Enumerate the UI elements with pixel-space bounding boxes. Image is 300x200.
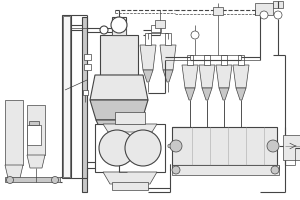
Bar bbox=[84, 54, 91, 60]
Polygon shape bbox=[216, 65, 232, 88]
Circle shape bbox=[271, 166, 279, 174]
Bar bbox=[115, 112, 145, 124]
Bar bbox=[221, 55, 227, 65]
Circle shape bbox=[111, 17, 127, 33]
Bar bbox=[204, 55, 210, 65]
Circle shape bbox=[125, 130, 161, 166]
Bar bbox=[29, 121, 39, 125]
Circle shape bbox=[170, 140, 182, 152]
Polygon shape bbox=[143, 70, 153, 82]
Bar bbox=[273, 1, 283, 8]
Polygon shape bbox=[90, 75, 148, 100]
Bar bbox=[112, 17, 126, 35]
Polygon shape bbox=[103, 124, 157, 132]
Polygon shape bbox=[182, 65, 198, 88]
Polygon shape bbox=[103, 172, 157, 184]
Bar bbox=[111, 143, 127, 155]
Bar bbox=[112, 25, 126, 35]
Circle shape bbox=[52, 176, 58, 184]
Bar bbox=[165, 33, 171, 45]
Circle shape bbox=[260, 11, 268, 19]
Bar bbox=[27, 125, 41, 145]
Polygon shape bbox=[202, 88, 212, 100]
Bar bbox=[112, 182, 148, 190]
Polygon shape bbox=[168, 142, 174, 150]
Polygon shape bbox=[140, 45, 156, 70]
Bar bbox=[145, 33, 151, 45]
Circle shape bbox=[274, 11, 282, 19]
Bar bbox=[5, 177, 60, 182]
Bar bbox=[238, 55, 244, 65]
Bar bbox=[84, 64, 91, 70]
Bar bbox=[95, 124, 165, 172]
Polygon shape bbox=[160, 45, 176, 70]
Polygon shape bbox=[236, 88, 246, 100]
Polygon shape bbox=[27, 155, 45, 168]
Bar bbox=[27, 105, 45, 155]
Circle shape bbox=[191, 31, 199, 39]
Circle shape bbox=[267, 140, 279, 152]
Circle shape bbox=[99, 130, 135, 166]
Polygon shape bbox=[5, 165, 23, 178]
Bar bbox=[63, 16, 70, 177]
Bar bbox=[187, 55, 193, 65]
Circle shape bbox=[100, 26, 108, 34]
Polygon shape bbox=[199, 65, 215, 88]
Bar bbox=[255, 3, 273, 15]
Bar bbox=[62, 15, 71, 178]
Bar bbox=[172, 165, 279, 175]
Bar bbox=[172, 127, 277, 165]
Polygon shape bbox=[233, 65, 249, 88]
Bar bbox=[151, 25, 161, 32]
Polygon shape bbox=[163, 70, 173, 82]
Polygon shape bbox=[96, 120, 142, 135]
Bar bbox=[213, 7, 223, 15]
Bar bbox=[283, 135, 300, 160]
Bar bbox=[83, 90, 88, 95]
Bar bbox=[5, 100, 23, 165]
Polygon shape bbox=[185, 88, 195, 100]
Polygon shape bbox=[103, 135, 135, 145]
Bar bbox=[82, 17, 87, 192]
Circle shape bbox=[172, 166, 180, 174]
Polygon shape bbox=[219, 88, 229, 100]
Bar bbox=[155, 20, 165, 28]
Bar bbox=[100, 35, 138, 75]
Circle shape bbox=[7, 176, 14, 184]
Polygon shape bbox=[90, 100, 148, 120]
